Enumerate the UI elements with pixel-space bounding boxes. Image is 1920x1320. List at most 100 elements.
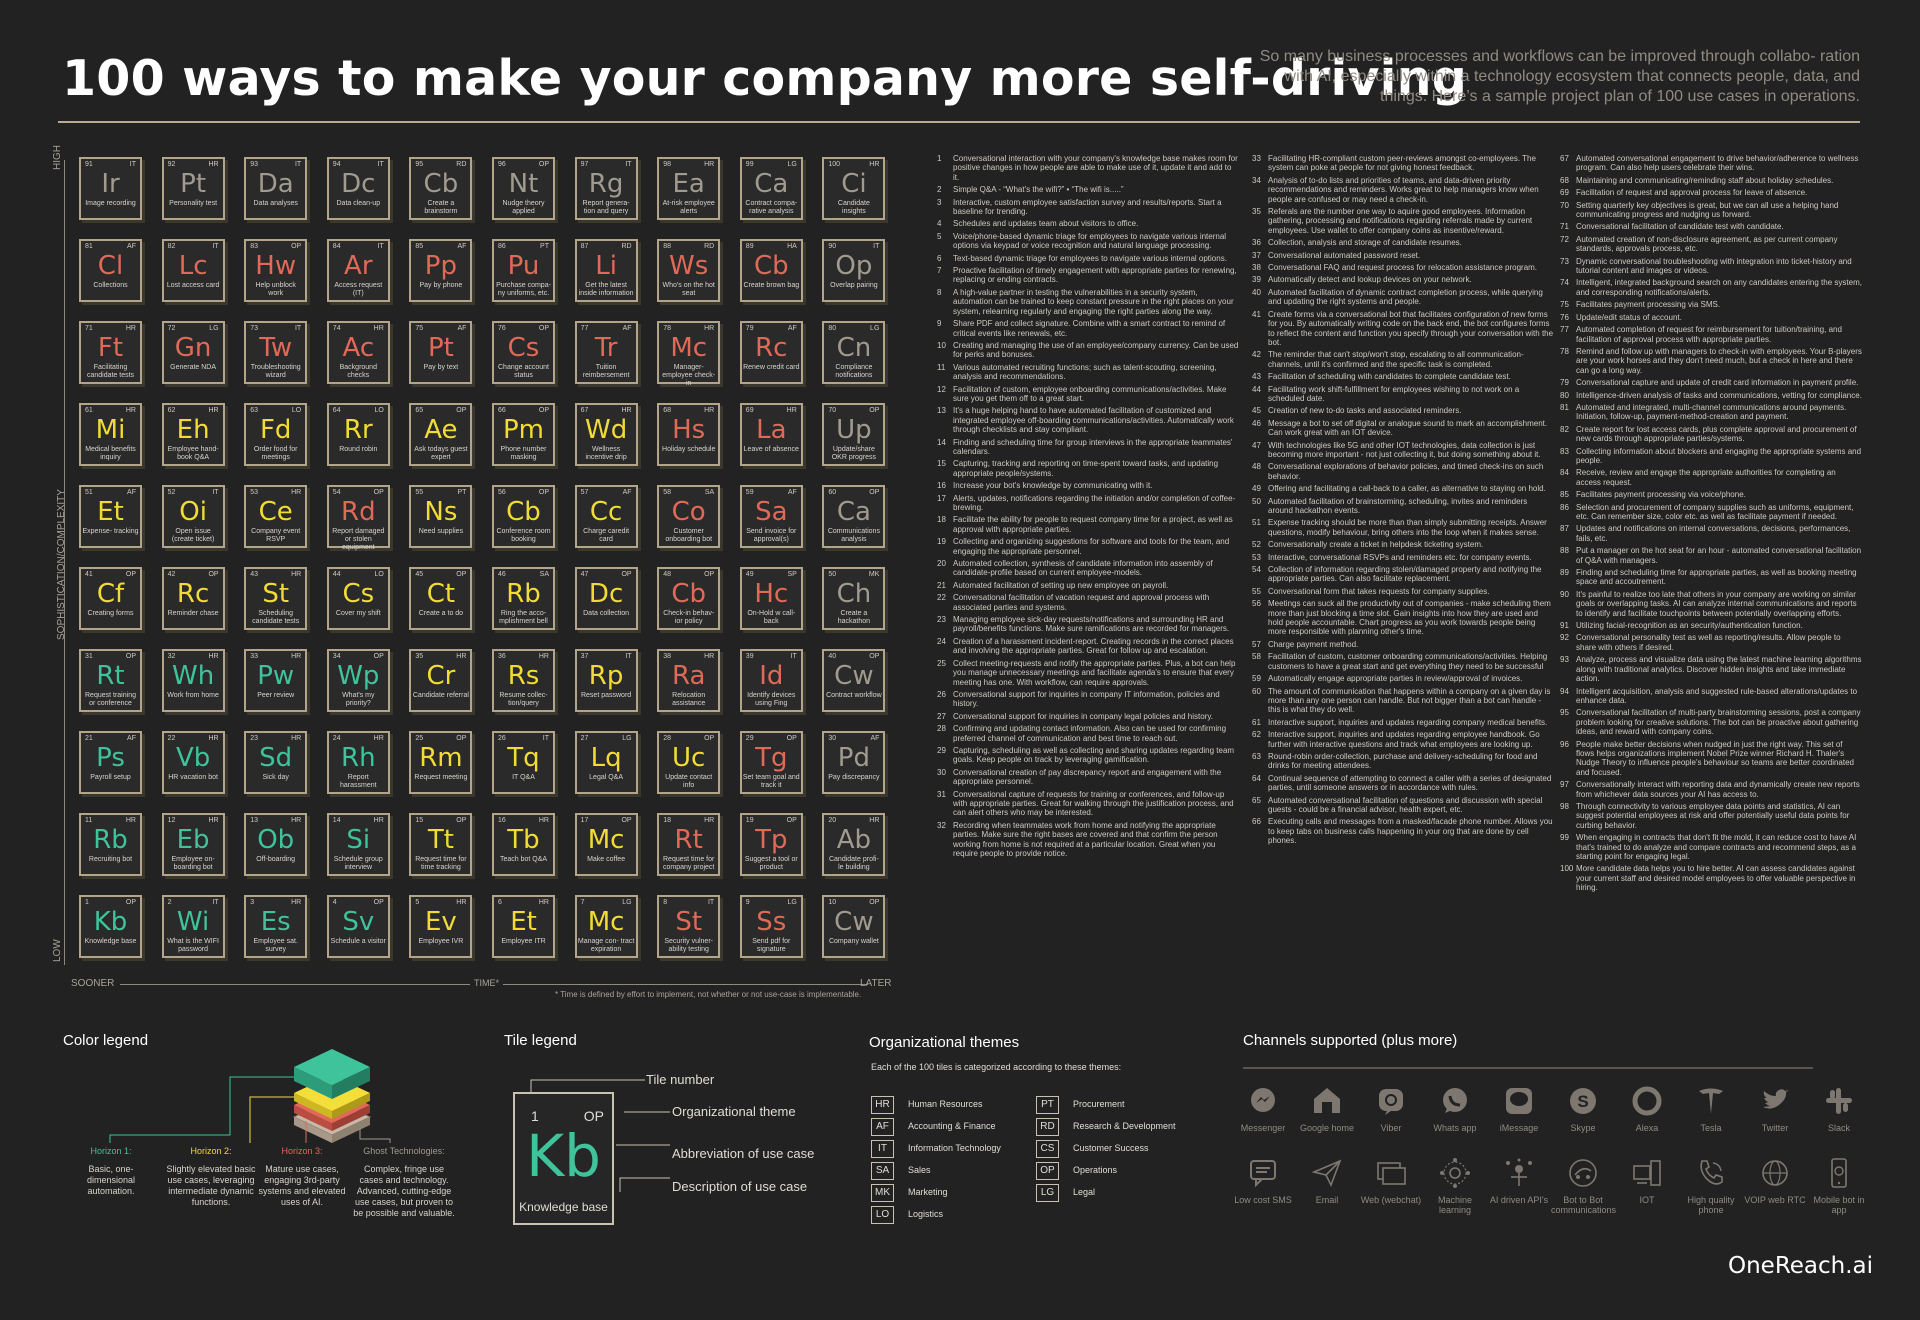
use-case-item: 41 Create forms via a conversational bot … — [1252, 310, 1554, 348]
use-case-item: 15 Capturing, tracking and reporting on t… — [937, 459, 1239, 478]
tile-number: 62 — [167, 407, 176, 414]
tile-description: Nudge theory applied — [502, 200, 545, 215]
use-case-number: 95 — [1560, 708, 1569, 718]
tile-description: Candidate referral — [412, 692, 469, 699]
tile-theme: HR — [291, 571, 302, 578]
tile-theme: AF — [787, 489, 797, 496]
tile-abbreviation: Si — [346, 825, 371, 855]
tile-abbreviation: Cr — [426, 661, 456, 691]
tile-abbreviation: Ns — [424, 497, 458, 527]
tile-60: 60 OP Ca Communications analysis — [822, 485, 886, 548]
tile-abbreviation: Tw — [259, 333, 293, 363]
horizon2-label: Horizon 2: — [190, 1146, 232, 1156]
use-case-item: 76 Update/edit status of account. — [1560, 313, 1862, 322]
tile-number: 45 — [415, 571, 424, 578]
use-case-item: 39 Automatically detect and lookup device… — [1252, 275, 1554, 284]
use-case-number: 77 — [1560, 325, 1569, 335]
tile-theme: HR — [291, 489, 302, 496]
use-case-number: 53 — [1252, 552, 1261, 562]
tile-description: Make coffee — [587, 856, 626, 863]
use-case-item: 40 Automated facilitation of dynamic cont… — [1252, 288, 1554, 307]
tile-description: Set team goal and track it — [742, 774, 800, 789]
tile-4: 4 OP Sv Schedule a visitor — [326, 895, 390, 958]
tile-description: Data collection — [583, 610, 630, 617]
channel-email: Email — [1295, 1157, 1359, 1205]
channel-label: Email — [1315, 1195, 1339, 1205]
tile-number: 78 — [663, 325, 671, 332]
channel-alexa: Alexa — [1615, 1085, 1679, 1133]
tile-theme: HR — [621, 407, 632, 414]
use-case-item: 27 Conversational support for inquiries i… — [937, 712, 1239, 721]
use-case-number: 37 — [1252, 250, 1261, 260]
use-case-item: 68 Maintaining and communicating/remindin… — [1560, 176, 1862, 185]
tile-description: Leave of absence — [743, 446, 799, 453]
org-theme-name: Sales — [908, 1165, 931, 1175]
use-case-item: 69 Facilitation of request and approval p… — [1560, 188, 1862, 197]
use-case-text: Referals are the number one way to aquir… — [1268, 207, 1533, 235]
tile-abbreviation: St — [675, 907, 703, 937]
tile-abbreviation: Uc — [672, 743, 706, 773]
tile-theme: HR — [291, 817, 302, 824]
tile-number: 52 — [167, 489, 176, 496]
use-case-item: 31 Conversational capture of requests for… — [937, 790, 1239, 818]
tile-description: Send pdf for signature — [752, 938, 791, 953]
color-legend-diagram — [109, 1049, 391, 1143]
tile-abbreviation: Oi — [179, 497, 207, 527]
tile-theme: OP — [373, 489, 384, 496]
tile-theme: OP — [538, 325, 549, 332]
tile-number: 86 — [498, 243, 506, 250]
tile-description: Schedule group interview — [333, 856, 383, 871]
channel-phone: High quality phone — [1679, 1157, 1743, 1215]
tile-theme: IT — [294, 325, 302, 332]
tile-theme: LG — [870, 325, 880, 332]
tile-abbreviation: Fd — [259, 415, 292, 445]
use-case-number: 83 — [1560, 446, 1569, 456]
tile-description: Manage con- tract expiration — [577, 938, 635, 953]
tile-number: 21 — [85, 735, 93, 742]
use-case-item: 25 Collect meeting-requests and notify th… — [937, 659, 1239, 687]
use-case-item: 67 Automated conversational engagement to… — [1560, 154, 1862, 173]
tile-theme: HR — [208, 817, 219, 824]
tile-description: Creating forms — [87, 610, 134, 617]
tile-description: On-Hold w call-back — [747, 610, 796, 625]
use-case-item: 62 Interactive support, inquiries and upd… — [1252, 730, 1554, 749]
tile-abbreviation: Mc — [587, 825, 625, 855]
use-case-item: 17 Alerts, updates, notifications regardi… — [937, 494, 1239, 513]
org-themes-title: Organizational themes — [869, 1034, 1020, 1051]
use-case-text: Text-based dynamic triage for employees … — [953, 253, 1227, 263]
tile-abbreviation: Ac — [342, 333, 375, 363]
use-case-text: Continual sequence of attempting to conn… — [1268, 773, 1552, 793]
tile-57: 57 AF Cc Charge caredit card — [574, 485, 638, 548]
tile-theme: HR — [373, 735, 384, 742]
tile-abbreviation: Ob — [257, 825, 295, 855]
tile-theme: HR — [373, 325, 384, 332]
horizon2-desc: Slightly elevated basic use cases, lever… — [166, 1164, 256, 1207]
use-case-number: 33 — [1252, 154, 1261, 163]
tile-abbreviation: Ft — [97, 333, 124, 363]
tile-theme: AF — [870, 735, 880, 742]
tile-theme: OP — [456, 407, 467, 414]
tile-description: Employee sat. survey — [253, 938, 298, 953]
use-case-text: Automated conversational engagement to d… — [1576, 154, 1859, 173]
channel-messenger: Messenger — [1231, 1085, 1295, 1133]
use-case-text: Maintaining and communicating/reminding … — [1576, 175, 1834, 185]
tile-96: 96 OP Nt Nudge theory applied — [492, 157, 555, 220]
tile-75: 75 AF Pt Pay by text — [409, 321, 473, 384]
use-case-item: 73 Dynamic conversational troubleshooting… — [1560, 257, 1862, 276]
use-case-text: Creation of a harassment incident-report… — [953, 636, 1234, 656]
use-case-number: 86 — [1560, 502, 1569, 512]
tile-number: 75 — [415, 325, 424, 332]
tile-description: Reset password — [580, 692, 632, 699]
tile-abbreviation: Tp — [755, 825, 788, 855]
use-case-text: Facilitate the ability for people to req… — [953, 515, 1233, 534]
axis-later-label: LATER — [860, 978, 892, 989]
tile-description: Overlap pairing — [830, 282, 878, 289]
tile-abbreviation: Et — [97, 497, 124, 527]
tile-legend-title: Tile legend — [504, 1032, 577, 1049]
tile-35: 35 HR Cr Candidate referral — [409, 649, 473, 712]
tile-description: Teach bot Q&A — [499, 856, 548, 863]
use-case-text: Executing calls and messages from a mask… — [1268, 817, 1553, 846]
use-case-number: 1 — [937, 154, 942, 163]
tile-number: 36 — [498, 653, 506, 660]
use-case-number: 26 — [937, 689, 946, 699]
